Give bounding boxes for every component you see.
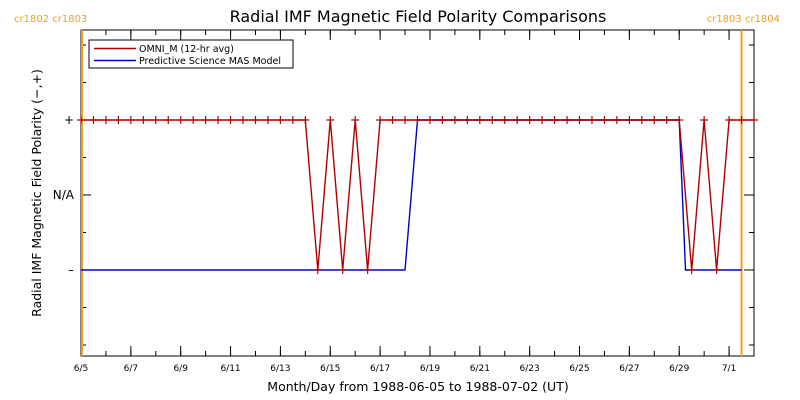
data-point — [189, 116, 198, 124]
data-point — [438, 116, 447, 124]
legend: OMNI_M (12-hr avg) Predictive Science MA… — [88, 39, 294, 69]
y-axis-label: Radial IMF Magnetic Field Polarity (−,+) — [29, 69, 44, 317]
data-point — [612, 116, 621, 124]
data-point — [239, 116, 248, 124]
data-point — [625, 116, 634, 124]
data-point — [637, 116, 646, 124]
data-point — [376, 116, 385, 124]
y-tick-label: + — [64, 113, 74, 127]
data-point — [363, 266, 372, 274]
data-point — [351, 116, 360, 124]
x-tick-label: 6/19 — [420, 364, 440, 374]
data-point — [513, 116, 522, 124]
data-point — [575, 116, 584, 124]
x-axis-ticks: 6/5 6/7 6/9 6/11 6/13 6/15 6/17 6/19 6/21 6/23 6/2… — [74, 30, 755, 374]
data-point — [675, 116, 684, 124]
x-tick-label: 7/1 — [722, 364, 736, 374]
data-point — [276, 116, 285, 124]
x-tick-label: 6/27 — [619, 364, 639, 374]
x-tick-label: 6/5 — [74, 364, 88, 374]
data-point — [525, 116, 534, 124]
y-axis-ticks: + N/A – — [53, 44, 754, 346]
data-point — [737, 116, 746, 124]
series-layer — [77, 116, 758, 274]
carrington-label-right: cr1803 cr1804 — [707, 14, 780, 25]
data-point — [101, 116, 110, 124]
x-tick-label: 6/25 — [569, 364, 589, 374]
x-tick-label: 6/7 — [124, 364, 138, 374]
series-line — [81, 119, 742, 271]
data-point — [413, 116, 422, 124]
data-point — [750, 116, 758, 124]
data-point — [687, 266, 696, 274]
y-tick-label: N/A — [53, 188, 75, 202]
data-point — [600, 116, 609, 124]
x-tick-label: 6/29 — [669, 364, 689, 374]
data-point — [214, 116, 223, 124]
data-point — [151, 116, 160, 124]
legend-label-omni: OMNI_M (12-hr avg) — [139, 44, 234, 55]
data-point — [712, 266, 721, 274]
data-point — [114, 116, 123, 124]
data-point — [176, 116, 185, 124]
data-point — [288, 116, 297, 124]
x-tick-label: 6/11 — [220, 364, 240, 374]
data-point — [89, 116, 98, 124]
x-tick-label: 6/21 — [470, 364, 490, 374]
x-tick-label: 6/13 — [270, 364, 290, 374]
data-point — [488, 116, 497, 124]
data-point — [226, 116, 235, 124]
data-point — [550, 116, 559, 124]
data-point — [126, 116, 135, 124]
data-point — [326, 116, 335, 124]
carrington-boundary-lines — [81, 30, 743, 356]
data-point — [662, 116, 671, 124]
series-line — [81, 119, 754, 271]
chart-title: Radial IMF Magnetic Field Polarity Compa… — [230, 7, 607, 26]
data-point — [587, 116, 596, 124]
data-point — [463, 116, 472, 124]
data-point — [313, 266, 322, 274]
data-point — [563, 116, 572, 124]
data-point — [650, 116, 659, 124]
data-point — [700, 116, 709, 124]
legend-label-mas: Predictive Science MAS Model — [139, 56, 281, 67]
plot-frame — [80, 29, 755, 357]
data-point — [201, 116, 210, 124]
legend-box — [88, 39, 294, 69]
x-tick-label: 6/15 — [320, 364, 340, 374]
data-point — [338, 266, 347, 274]
x-tick-label: 6/9 — [173, 364, 188, 374]
data-point — [251, 116, 260, 124]
x-tick-label: 6/17 — [370, 364, 390, 374]
data-point — [725, 116, 734, 124]
data-point — [139, 116, 148, 124]
data-point — [77, 116, 85, 124]
data-point — [301, 116, 310, 124]
carrington-label-left: cr1802 cr1803 — [14, 14, 87, 25]
data-point — [388, 116, 397, 124]
x-tick-label: 6/23 — [520, 364, 540, 374]
data-point — [401, 116, 410, 124]
data-point — [500, 116, 509, 124]
data-point — [425, 116, 434, 124]
y-tick-label: – — [68, 263, 74, 277]
x-axis-label: Month/Day from 1988-06-05 to 1988-07-02 … — [267, 379, 568, 394]
data-point — [164, 116, 173, 124]
data-point — [475, 116, 484, 124]
data-point — [263, 116, 272, 124]
data-point — [538, 116, 547, 124]
data-point — [450, 116, 459, 124]
